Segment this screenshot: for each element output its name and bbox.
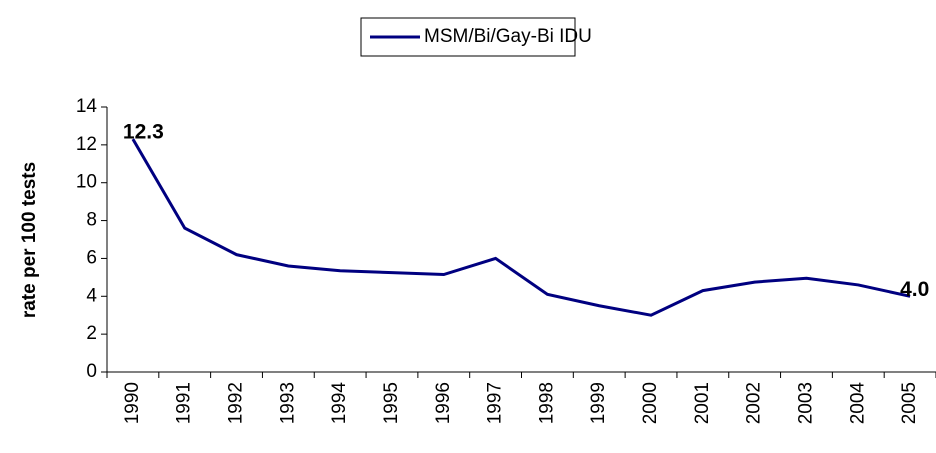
x-tick-label: 1994	[329, 382, 350, 425]
x-tick-label: 1995	[381, 382, 402, 424]
y-tick-label: 14	[76, 96, 98, 117]
y-tick-label: 0	[86, 361, 97, 382]
x-tick-label: 1990	[122, 382, 143, 424]
y-tick-label: 2	[86, 323, 97, 344]
data-label: 12.3	[123, 121, 164, 144]
legend-label: MSM/Bi/Gay-Bi IDU	[424, 26, 592, 47]
x-tick-label: 2000	[640, 382, 661, 424]
line-series	[131, 138, 911, 317]
y-tick-label: 10	[76, 172, 97, 193]
x-tick-label: 2005	[899, 382, 920, 424]
x-tick-label: 2004	[847, 382, 868, 425]
x-tick-label: 1993	[277, 382, 298, 424]
y-tick-label: 8	[86, 210, 97, 231]
x-tick-label: 1992	[226, 382, 247, 424]
x-tick-label: 1997	[485, 382, 506, 424]
x-tick-label: 2001	[692, 382, 713, 424]
x-tick-label: 2002	[744, 382, 765, 424]
x-tick-label: 2003	[795, 382, 816, 424]
x-tick-label: 1996	[433, 382, 454, 424]
x-tick-label: 1991	[174, 382, 195, 424]
y-axis-label: rate per 100 tests	[19, 162, 40, 318]
y-tick-label: 4	[86, 285, 97, 306]
x-tick-label: 1998	[536, 382, 557, 424]
y-tick-label: 12	[76, 134, 97, 155]
x-tick-label: 1999	[588, 382, 609, 424]
y-tick-label: 6	[86, 247, 97, 268]
data-label: 4.0	[900, 278, 929, 301]
